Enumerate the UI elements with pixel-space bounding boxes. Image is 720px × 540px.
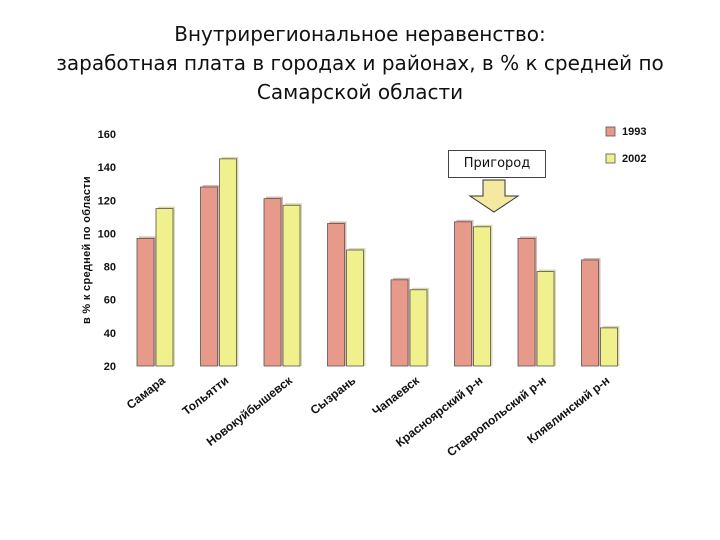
category-label: Сызрань bbox=[308, 373, 359, 417]
bar-2002-5 bbox=[473, 224, 493, 367]
bars bbox=[136, 156, 620, 367]
bar-1993-3 bbox=[327, 221, 347, 367]
legend-swatch-1993 bbox=[605, 126, 616, 137]
bar-2002-6 bbox=[536, 269, 556, 367]
y-tick-label: 160 bbox=[98, 129, 116, 141]
y-tick-label: 20 bbox=[104, 361, 116, 373]
y-tick-label: 80 bbox=[104, 262, 116, 274]
annotation-box: Пригород bbox=[448, 150, 546, 178]
legend-label-2002: 2002 bbox=[622, 153, 646, 165]
bar-2002-3 bbox=[346, 248, 366, 367]
legend-label-1993: 1993 bbox=[622, 126, 646, 138]
bar-1993-5 bbox=[454, 219, 474, 367]
bar-2002-2 bbox=[282, 203, 302, 367]
y-tick-label: 100 bbox=[98, 228, 116, 240]
bar-2002-7 bbox=[600, 325, 620, 367]
title-line-3: Самарской области bbox=[256, 80, 464, 104]
y-tick-label: 40 bbox=[104, 328, 116, 340]
y-tick-label: 140 bbox=[98, 162, 116, 174]
bar-1993-2 bbox=[263, 196, 283, 367]
bar-1993-1 bbox=[200, 185, 220, 367]
chart-title: Внутрирегиональное неравенство: заработн… bbox=[0, 20, 720, 107]
bar-1993-4 bbox=[390, 277, 410, 367]
category-label: Самара bbox=[124, 373, 168, 412]
bar-2002-1 bbox=[219, 156, 239, 367]
bar-2002-4 bbox=[409, 287, 429, 367]
bar-1993-6 bbox=[517, 236, 537, 367]
category-label: Чапаевск bbox=[370, 373, 423, 419]
bar-1993-0 bbox=[136, 236, 156, 367]
y-tick-label: 60 bbox=[104, 295, 116, 307]
category-label: Тольятти bbox=[180, 373, 232, 418]
bar-2002-0 bbox=[155, 206, 175, 367]
y-tick-label: 120 bbox=[98, 195, 116, 207]
y-axis-label: в % к средней по области bbox=[81, 176, 93, 324]
legend-swatch-2002 bbox=[605, 153, 616, 164]
y-axis-ticks: 20 40 60 80 100 120 140 160 bbox=[98, 129, 116, 373]
title-line-2: заработная плата в городах и районах, в … bbox=[56, 51, 664, 75]
title-line-1: Внутрирегиональное неравенство: bbox=[174, 22, 546, 46]
legend: 1993 2002 bbox=[605, 126, 646, 165]
bar-1993-7 bbox=[581, 257, 601, 367]
annotation-arrow bbox=[468, 179, 520, 213]
